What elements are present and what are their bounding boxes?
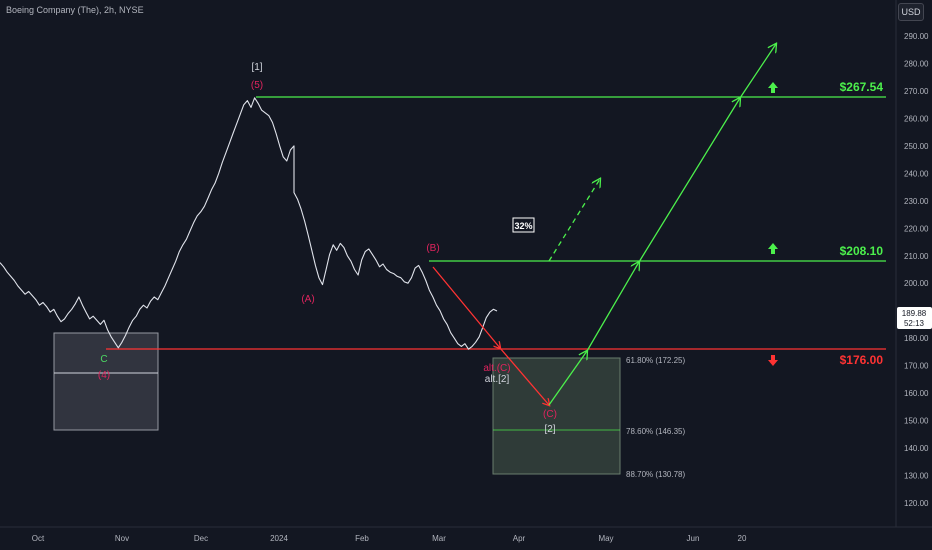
x-tick-label: Feb: [355, 534, 369, 543]
last-price-value: 189.88: [902, 309, 927, 318]
x-tick-label: Apr: [513, 534, 526, 543]
x-tick-label: Mar: [432, 534, 446, 543]
fib-label-618: 61.80% (172.25): [626, 356, 685, 365]
wave-label-alt-2: alt.[2]: [485, 374, 510, 385]
percent-badge-box: [512, 217, 535, 233]
y-tick-label: 260.00: [904, 114, 929, 123]
x-tick-label: Dec: [194, 534, 208, 543]
price-series-line: [0, 97, 498, 350]
y-tick-label: 150.00: [904, 417, 929, 426]
x-tick-label: Jun: [687, 534, 700, 543]
wave-label-c: (C): [543, 409, 557, 420]
y-axis-ticks: 120.00 130.00 140.00 150.00 160.00 170.00 180.…: [904, 32, 929, 508]
y-tick-label: 170.00: [904, 362, 929, 371]
y-tick-label: 230.00: [904, 197, 929, 206]
currency-selector[interactable]: USD: [898, 3, 924, 21]
x-axis-ticks: Oct Nov Dec 2024 Feb Mar Apr May Jun 20: [32, 534, 747, 543]
level-label-267: $267.54: [840, 80, 884, 94]
y-tick-label: 130.00: [904, 472, 929, 481]
x-tick-label: Oct: [32, 534, 45, 543]
y-tick-label: 270.00: [904, 87, 929, 96]
y-tick-label: 180.00: [904, 334, 929, 343]
projected-rally-path: [548, 44, 776, 406]
y-tick-label: 290.00: [904, 32, 929, 41]
y-tick-label: 220.00: [904, 224, 929, 233]
y-tick-label: 160.00: [904, 389, 929, 398]
x-tick-label: Nov: [115, 534, 129, 543]
x-tick-label: May: [598, 534, 613, 543]
percent-badge-text: 32%: [514, 221, 532, 231]
wave-label-c-green: C: [100, 354, 107, 365]
bar-countdown: 52:13: [904, 319, 925, 328]
x-tick-label: 20: [738, 534, 747, 543]
y-tick-label: 210.00: [904, 252, 929, 261]
wave-label-1: [1]: [251, 62, 262, 73]
alternative-rally-path: [548, 179, 600, 262]
wave-label-2: [2]: [544, 424, 555, 435]
y-tick-label: 280.00: [904, 59, 929, 68]
last-price-tag: [897, 307, 932, 329]
y-tick-label: 140.00: [904, 444, 929, 453]
y-tick-label: 250.00: [904, 142, 929, 151]
x-tick-label: 2024: [270, 534, 288, 543]
down-arrow-icon: [768, 355, 778, 366]
wave-label-5: (5): [251, 80, 263, 91]
wave-label-alt-c: alt.(C): [483, 363, 510, 374]
fib-label-786: 78.60% (146.35): [626, 427, 685, 436]
chart-title: Boeing Company (The), 2h, NYSE: [6, 5, 144, 15]
level-label-208: $208.10: [840, 244, 884, 258]
up-arrow-icon: [768, 243, 778, 254]
wave-label-a: (A): [301, 294, 314, 305]
up-arrow-icon: [768, 82, 778, 93]
y-tick-label: 200.00: [904, 279, 929, 288]
previous-support-zone: [53, 332, 159, 431]
wave-label-b: (B): [426, 243, 439, 254]
level-label-176: $176.00: [840, 353, 884, 367]
wave-label-4: (4): [98, 370, 110, 381]
y-tick-label: 240.00: [904, 169, 929, 178]
projected-decline-path: [432, 266, 549, 405]
fib-label-887: 88.70% (130.78): [626, 470, 685, 479]
y-tick-label: 120.00: [904, 499, 929, 508]
